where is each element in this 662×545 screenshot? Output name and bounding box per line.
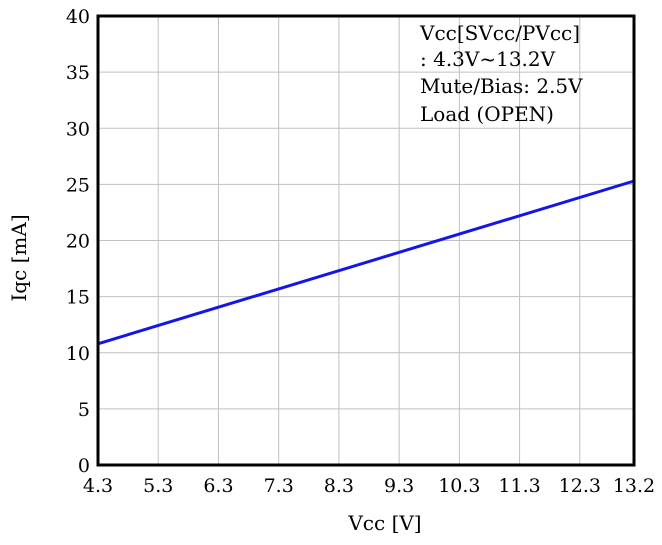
annotation-line: : 4.3V~13.2V [420, 47, 556, 71]
x-tick-label: 11.3 [498, 475, 540, 497]
annotation-line: Vcc[SVcc/PVcc] [419, 21, 580, 45]
annotation-line: Mute/Bias: 2.5V [420, 74, 583, 98]
series-layer [96, 179, 636, 346]
x-tick-label: 13.2 [613, 475, 655, 497]
plot-frame [96, 14, 636, 467]
y-tick-label: 30 [66, 118, 90, 140]
y-tick-label: 5 [78, 399, 90, 421]
x-tick-label: 8.3 [324, 475, 354, 497]
grid [98, 16, 634, 465]
y-tick-label: 15 [66, 287, 90, 309]
x-tick-labels: 4.3 5.3 6.3 7.3 8.3 9.3 10.3 11.3 12.3 13.2 [83, 475, 655, 497]
x-tick-label: 9.3 [384, 475, 414, 497]
y-tick-label: 40 [66, 6, 90, 28]
y-tick-label: 0 [78, 455, 90, 477]
x-tick-label: 6.3 [203, 475, 233, 497]
series-line [96, 179, 636, 346]
x-tick-label: 10.3 [438, 475, 480, 497]
y-axis-title: Iqc [mA] [7, 214, 31, 301]
annotation-line: Load (OPEN) [420, 102, 554, 126]
annotation-box: Vcc[SVcc/PVcc] : 4.3V~13.2V Mute/Bias: 2… [419, 21, 583, 126]
x-tick-label: 5.3 [143, 475, 173, 497]
x-tick-label: 4.3 [83, 475, 113, 497]
y-tick-labels: 0 5 10 15 20 25 30 35 40 [66, 6, 90, 477]
x-axis-title: Vcc [V] [347, 511, 421, 535]
x-tick-label: 7.3 [264, 475, 294, 497]
x-tick-label: 12.3 [559, 475, 601, 497]
y-tick-label: 25 [66, 174, 90, 196]
y-tick-label: 10 [66, 343, 90, 365]
y-tick-label: 35 [66, 62, 90, 84]
y-tick-label: 20 [66, 231, 90, 253]
